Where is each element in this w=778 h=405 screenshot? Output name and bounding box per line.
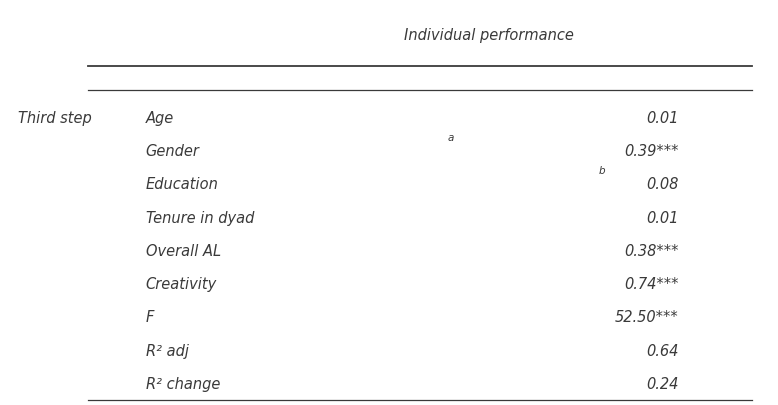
Text: 0.74***: 0.74*** [624, 276, 678, 291]
Text: Age: Age [145, 111, 174, 126]
Text: 0.64: 0.64 [647, 343, 678, 358]
Text: R² adj: R² adj [145, 343, 189, 358]
Text: 0.01: 0.01 [647, 210, 678, 225]
Text: Tenure in dyad: Tenure in dyad [145, 210, 254, 225]
Text: F: F [145, 309, 154, 324]
Text: 0.01: 0.01 [647, 111, 678, 126]
Text: Overall AL: Overall AL [145, 243, 221, 258]
Text: 0.39***: 0.39*** [624, 144, 678, 159]
Text: 52.50***: 52.50*** [615, 309, 678, 324]
Text: 0.08: 0.08 [647, 177, 678, 192]
Text: Gender: Gender [145, 144, 199, 159]
Text: R² change: R² change [145, 376, 220, 391]
Text: 0.38***: 0.38*** [624, 243, 678, 258]
Text: a: a [447, 132, 454, 143]
Text: 0.24: 0.24 [647, 376, 678, 391]
Text: Education: Education [145, 177, 219, 192]
Text: Individual performance: Individual performance [405, 28, 574, 43]
Text: Creativity: Creativity [145, 276, 217, 291]
Text: Third step: Third step [18, 111, 92, 126]
Text: b: b [598, 166, 605, 176]
